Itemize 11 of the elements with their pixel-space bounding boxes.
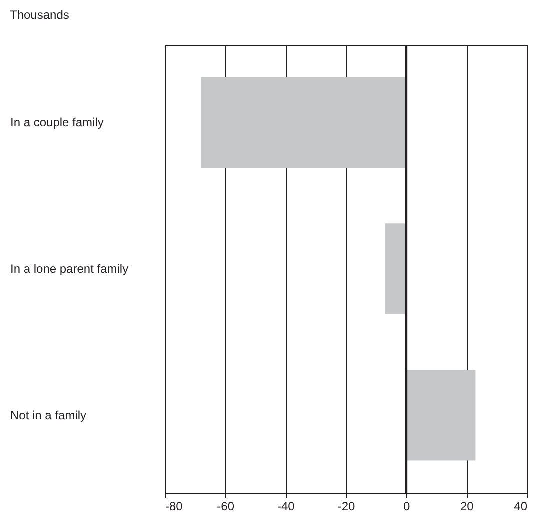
x-tick-label: -80 xyxy=(166,500,184,514)
x-tick-label: 0 xyxy=(403,500,410,514)
y-tick-label: In a couple family xyxy=(10,116,104,130)
x-tick-label: 40 xyxy=(514,500,528,514)
x-tick-label: -60 xyxy=(217,500,235,514)
text: Thousands xyxy=(10,8,70,22)
x-tick-label: 20 xyxy=(460,500,474,514)
x-tick-label: -20 xyxy=(338,500,356,514)
y-tick-label: In a lone parent family xyxy=(10,262,129,276)
y-tick-label: Not in a family xyxy=(10,408,87,422)
x-tick-label: -40 xyxy=(277,500,296,514)
